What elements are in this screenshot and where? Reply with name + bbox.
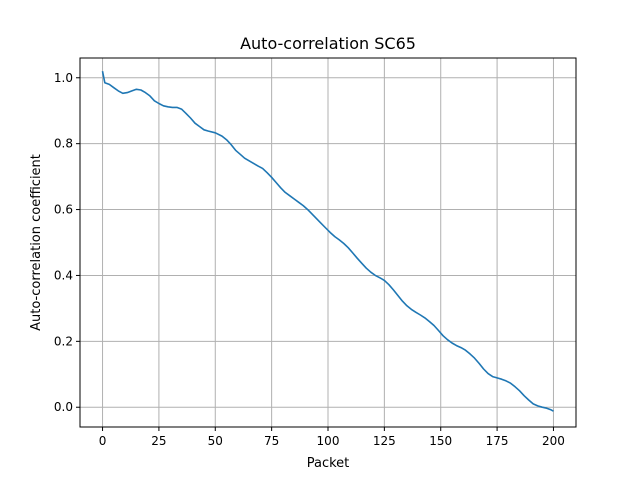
y-tick-label: 0.8 (54, 137, 73, 151)
chart-title: Auto-correlation SC65 (240, 34, 416, 53)
x-tick-label: 0 (99, 434, 107, 448)
grid-lines (80, 58, 576, 427)
y-tick-label: 1.0 (54, 71, 73, 85)
y-axis-label: Auto-correlation coefficient (29, 154, 44, 331)
y-tick-label: 0.0 (54, 400, 73, 414)
y-tick-label: 0.4 (54, 268, 73, 282)
x-tick-label: 125 (373, 434, 396, 448)
y-tick-label: 0.6 (54, 203, 73, 217)
x-tick-label: 25 (151, 434, 166, 448)
autocorrelation-line (101, 71, 554, 412)
x-axis-label: Packet (307, 456, 350, 471)
x-tick-label: 75 (264, 434, 279, 448)
x-tick-label: 50 (208, 434, 223, 448)
x-tick-label: 175 (486, 434, 509, 448)
x-tick-label: 200 (542, 434, 565, 448)
x-tick-label: 100 (317, 434, 340, 448)
y-tick-label: 0.2 (54, 334, 73, 348)
plot-area (101, 71, 554, 412)
x-tick-label: 150 (429, 434, 452, 448)
axis-ticks: 0 25 50 75 100 125 150 175 200 0.0 0.2 0.4 0.6 0.8 1.0 (54, 71, 565, 448)
